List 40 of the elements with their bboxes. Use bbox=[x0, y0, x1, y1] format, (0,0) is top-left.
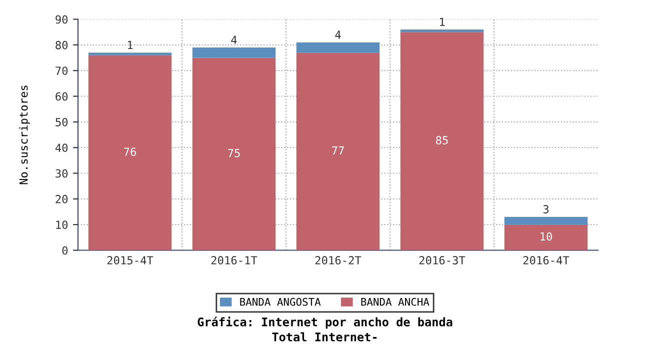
bar bbox=[504, 216, 588, 225]
legend-label: BANDA ANCHA bbox=[361, 298, 430, 306]
legend-label: BANDA ANGOSTA bbox=[240, 298, 321, 306]
y-tick-label: 90 bbox=[56, 15, 68, 24]
data-label: 77 bbox=[332, 146, 344, 155]
text: Gráfica: Internet por ancho de banda bbox=[198, 316, 452, 329]
data-label: 10 bbox=[540, 232, 552, 241]
bar bbox=[192, 47, 276, 58]
y-tick-label: 70 bbox=[56, 66, 68, 75]
bar bbox=[400, 32, 484, 250]
bar bbox=[88, 52, 172, 56]
y-axis-title: No.suscriptores bbox=[19, 86, 30, 184]
text: Total Internet- bbox=[272, 332, 377, 342]
y-tick-label: 0 bbox=[62, 246, 68, 255]
bar bbox=[504, 224, 588, 250]
data-label: 85 bbox=[436, 136, 448, 144]
y-tick-label: 60 bbox=[56, 92, 68, 101]
data-label: 4 bbox=[231, 36, 237, 44]
y-tick-label: 10 bbox=[56, 220, 68, 229]
bar bbox=[192, 58, 276, 250]
bar bbox=[296, 42, 380, 53]
bar bbox=[88, 55, 172, 250]
data-label: 3 bbox=[543, 205, 549, 214]
x-tick-label: 2016-2T bbox=[315, 256, 362, 264]
y-tick-label: 20 bbox=[56, 194, 68, 204]
y-tick-label: 80 bbox=[56, 40, 68, 50]
x-tick-label: 2016-1T bbox=[211, 256, 258, 264]
x-tick-label: 2016-3T bbox=[419, 256, 466, 264]
x-tick-label: 2016-4T bbox=[523, 256, 570, 264]
y-tick-label: 50 bbox=[56, 118, 68, 126]
y-tick-label: 40 bbox=[55, 144, 68, 152]
bar bbox=[296, 52, 380, 250]
x-tick-label: 2015-4T bbox=[107, 256, 154, 264]
data-label: 75 bbox=[228, 148, 240, 158]
data-label: 76 bbox=[124, 148, 136, 156]
data-label: 4 bbox=[335, 30, 341, 39]
data-label: 1 bbox=[440, 18, 445, 26]
bar bbox=[400, 30, 484, 32]
data-label: 1 bbox=[128, 40, 133, 50]
y-tick-label: 30 bbox=[56, 169, 68, 178]
